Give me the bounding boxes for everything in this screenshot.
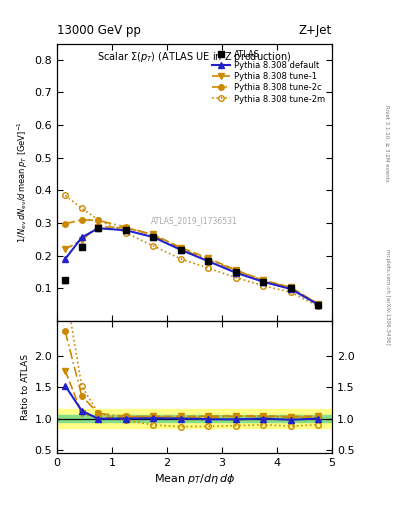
- Y-axis label: Ratio to ATLAS: Ratio to ATLAS: [21, 354, 30, 420]
- Bar: [57, 415, 332, 422]
- Text: mcplots.cern.ch [arXiv:1306.3436]: mcplots.cern.ch [arXiv:1306.3436]: [385, 249, 389, 345]
- Text: ATLAS_2019_I1736531: ATLAS_2019_I1736531: [151, 217, 238, 226]
- Text: 13000 GeV pp: 13000 GeV pp: [57, 24, 141, 37]
- Text: Rivet 3.1.10, ≥ 3.2M events: Rivet 3.1.10, ≥ 3.2M events: [385, 105, 389, 182]
- Bar: [57, 409, 332, 428]
- Y-axis label: $1/N_{\rm ev}\,dN_{\rm ev}/d\,{\rm mean}\,p_T\;[{\rm GeV}]^{-1}$: $1/N_{\rm ev}\,dN_{\rm ev}/d\,{\rm mean}…: [16, 121, 30, 243]
- Text: Z+Jet: Z+Jet: [299, 24, 332, 37]
- Legend: ATLAS, Pythia 8.308 default, Pythia 8.308 tune-1, Pythia 8.308 tune-2c, Pythia 8: ATLAS, Pythia 8.308 default, Pythia 8.30…: [209, 48, 328, 106]
- Text: Scalar $\Sigma(p_T)$ (ATLAS UE in Z production): Scalar $\Sigma(p_T)$ (ATLAS UE in Z prod…: [97, 51, 292, 65]
- X-axis label: Mean $p_T/d\eta\,d\phi$: Mean $p_T/d\eta\,d\phi$: [154, 472, 235, 486]
